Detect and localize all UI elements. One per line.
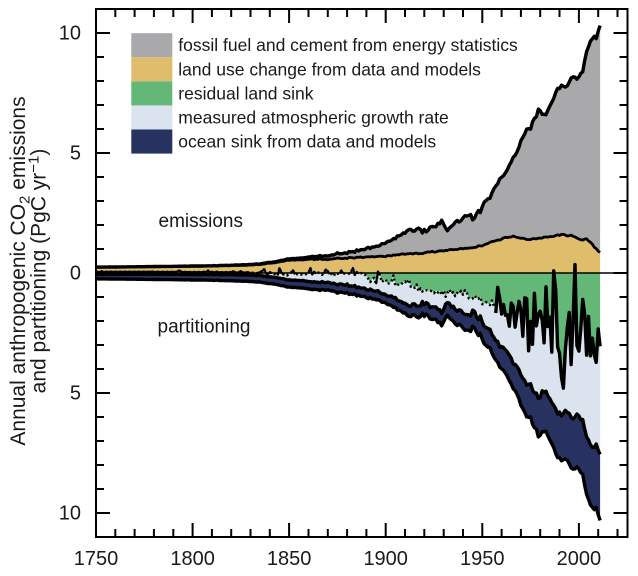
svg-text:2000: 2000 (557, 548, 602, 570)
svg-text:1900: 1900 (363, 548, 408, 570)
svg-text:measured atmospheric growth ra: measured atmospheric growth rate (178, 108, 448, 128)
svg-text:and partitioning (PgC yr−1): and partitioning (PgC yr−1) (26, 149, 51, 394)
svg-text:partitioning: partitioning (158, 317, 251, 338)
svg-text:Annual anthropogenic CO2 emiss: Annual anthropogenic CO2 emissions (7, 96, 34, 445)
svg-text:ocean sink from data and model: ocean sink from data and models (178, 132, 436, 152)
svg-text:land use change from data and: land use change from data and models (178, 59, 481, 79)
svg-text:1800: 1800 (170, 548, 215, 570)
svg-text:10: 10 (59, 23, 81, 45)
svg-text:emissions: emissions (159, 211, 243, 232)
svg-text:1850: 1850 (267, 548, 312, 570)
svg-text:fossil fuel and cement from en: fossil fuel and cement from energy stati… (178, 35, 518, 55)
svg-text:5: 5 (70, 383, 81, 405)
svg-text:1950: 1950 (460, 548, 505, 570)
svg-text:5: 5 (70, 143, 81, 165)
svg-text:residual land sink: residual land sink (178, 83, 313, 103)
svg-text:1750: 1750 (74, 548, 119, 570)
svg-text:0: 0 (70, 263, 81, 285)
svg-text:10: 10 (59, 503, 81, 525)
